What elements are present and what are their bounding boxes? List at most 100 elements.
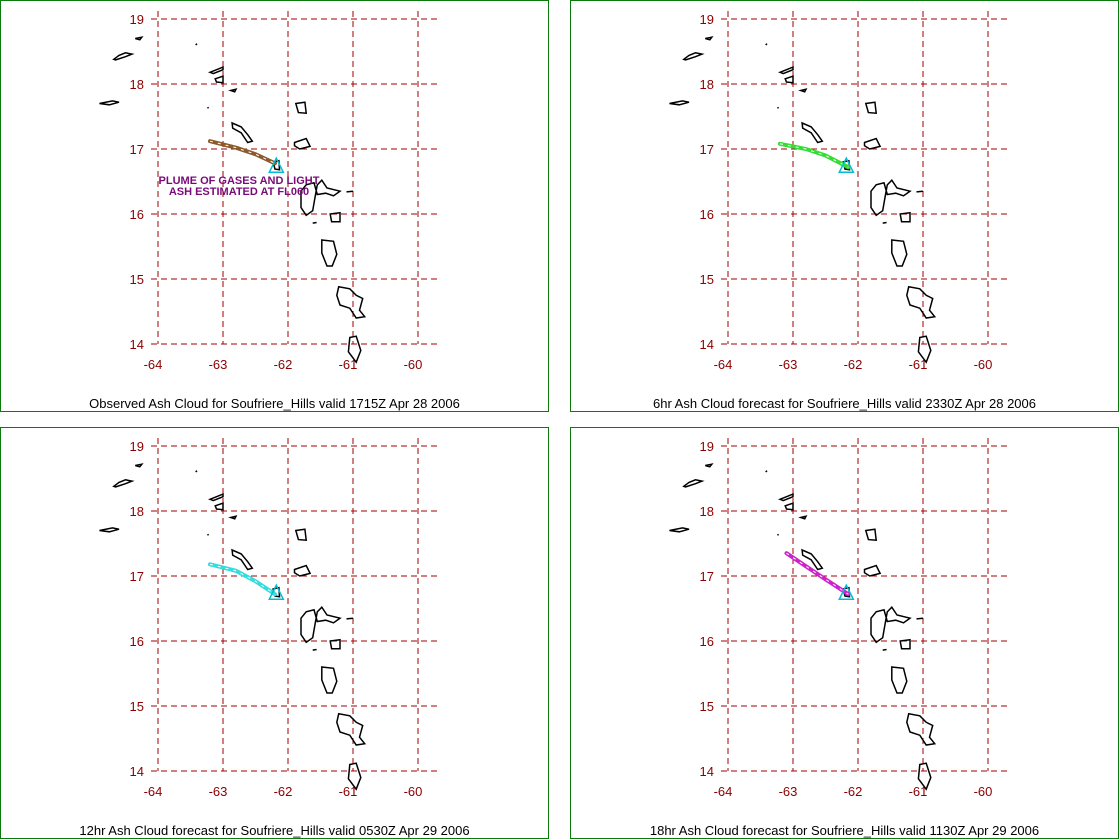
island-st-kitts — [231, 548, 254, 571]
longitude-tick-label: -63 — [779, 357, 798, 372]
plume-note-line: ASH ESTIMATED AT FL060 — [169, 186, 309, 198]
map-canvas: 19 18 17 16 15 14-64 -63 -62 -61 -60 — [669, 11, 1009, 372]
volcano-marker-icon — [838, 583, 855, 600]
island-st-barths — [228, 515, 238, 520]
panel-caption: 12hr Ash Cloud forecast for Soufriere_Hi… — [79, 823, 470, 838]
panel-caption: Observed Ash Cloud for Soufriere_Hills v… — [89, 396, 460, 411]
latitude-tick-label: 14 — [700, 337, 714, 352]
island-barbuda — [294, 101, 308, 115]
island-martinique — [336, 712, 367, 746]
latitude-tick-label: 18 — [130, 504, 144, 519]
island-virgin-islands-2 — [705, 463, 714, 468]
island-sombrero — [195, 470, 198, 473]
island-st-kitts — [801, 548, 824, 571]
latitude-tick-label: 14 — [130, 764, 144, 779]
ash-plume-hatch — [209, 140, 276, 164]
longitude-tick-label: -62 — [844, 784, 863, 799]
longitude-tick-label: -60 — [974, 357, 993, 372]
island-st-martin — [784, 502, 794, 511]
latitude-tick-label: 19 — [700, 12, 714, 27]
island-st-barths — [228, 88, 238, 93]
latitude-tick-label: 15 — [130, 699, 144, 714]
island-les-saintes — [882, 221, 887, 224]
island-sombrero — [765, 43, 768, 46]
island-st-croix — [99, 527, 120, 533]
plume-note-line: PLUME OF GASES AND LIGHT — [159, 175, 320, 187]
longitude-tick-label: -61 — [339, 357, 358, 372]
latitude-tick-label: 19 — [130, 12, 144, 27]
island-st-kitts — [801, 121, 824, 144]
map-canvas: 19 18 17 16 15 14-64 -63 -62 -61 -60 PLUME OF GASE… — [99, 11, 439, 372]
ash-plume — [208, 562, 277, 597]
island-barbuda — [864, 101, 878, 115]
island-desirade — [916, 190, 924, 193]
island-saba — [777, 106, 780, 109]
island-st-martin — [784, 75, 794, 84]
island-les-saintes — [882, 648, 887, 651]
longitude-tick-label: -62 — [844, 357, 863, 372]
longitude-tick-label: -64 — [144, 357, 163, 372]
longitude-tick-label: -64 — [144, 784, 163, 799]
island-dominica — [891, 239, 908, 267]
volcano-marker-icon — [268, 156, 285, 173]
ash-plume — [778, 141, 851, 170]
latitude-tick-label: 16 — [130, 207, 144, 222]
longitude-tick-label: -63 — [209, 357, 228, 372]
island-saba — [207, 106, 210, 109]
island-saba — [777, 533, 780, 536]
island-st-croix — [669, 527, 690, 533]
island-desirade — [346, 190, 354, 193]
longitude-tick-label: -61 — [909, 357, 928, 372]
island-anguilla — [207, 492, 224, 502]
island-barbuda — [864, 528, 878, 542]
island-antigua — [863, 137, 882, 150]
latitude-tick-label: 16 — [700, 634, 714, 649]
island-virgin-islands-1 — [112, 479, 135, 488]
island-st-lucia — [347, 762, 362, 791]
island-dominica — [321, 239, 338, 267]
grid-lines — [151, 438, 439, 772]
volcano-marker-icon — [838, 156, 855, 173]
island-martinique — [336, 285, 367, 319]
longitude-tick-label: -63 — [779, 784, 798, 799]
map-canvas: 19 18 17 16 15 14-64 -63 -62 -61 -60 — [99, 438, 439, 799]
island-st-croix — [669, 100, 690, 106]
latitude-tick-label: 15 — [700, 699, 714, 714]
longitude-tick-label: -60 — [404, 357, 423, 372]
island-anguilla — [777, 65, 794, 75]
map-canvas: 19 18 17 16 15 14-64 -63 -62 -61 -60 — [669, 438, 1009, 799]
island-dominica — [321, 666, 338, 694]
island-virgin-islands-2 — [135, 463, 144, 468]
grid-lines — [721, 11, 1009, 345]
island-dominica — [891, 666, 908, 694]
island-barbuda — [294, 528, 308, 542]
latitude-tick-label: 16 — [700, 207, 714, 222]
island-antigua — [863, 564, 882, 577]
island-st-barths — [798, 515, 808, 520]
longitude-tick-label: -60 — [974, 784, 993, 799]
volcano-marker-icon — [268, 583, 285, 600]
island-virgin-islands-1 — [112, 52, 135, 61]
island-sombrero — [195, 43, 198, 46]
island-saba — [207, 533, 210, 536]
island-st-lucia — [347, 335, 362, 364]
latitude-tick-label: 17 — [700, 569, 714, 584]
latitude-tick-label: 17 — [700, 142, 714, 157]
map-panel-4: 19 18 17 16 15 14 -64 -63 -62 -61 -60 18hr Ash Clou… — [570, 427, 1119, 839]
latitude-tick-label: 17 — [130, 569, 144, 584]
map-panel-3: 19 18 17 16 15 14 -64 -63 -62 -61 -60 12hr Ash Clou… — [0, 427, 549, 839]
island-st-croix — [99, 100, 120, 106]
island-marie-galante — [329, 638, 341, 650]
island-virgin-islands-2 — [705, 36, 714, 41]
latitude-tick-label: 14 — [700, 764, 714, 779]
island-les-saintes — [312, 648, 317, 651]
longitude-tick-label: -64 — [714, 357, 733, 372]
island-marie-galante — [899, 638, 911, 650]
latitude-tick-label: 19 — [700, 439, 714, 454]
island-anguilla — [777, 492, 794, 502]
island-virgin-islands-1 — [682, 52, 705, 61]
longitude-tick-label: -64 — [714, 784, 733, 799]
latitude-tick-label: 16 — [130, 634, 144, 649]
grid-lines — [721, 438, 1009, 772]
latitude-tick-label: 17 — [130, 142, 144, 157]
